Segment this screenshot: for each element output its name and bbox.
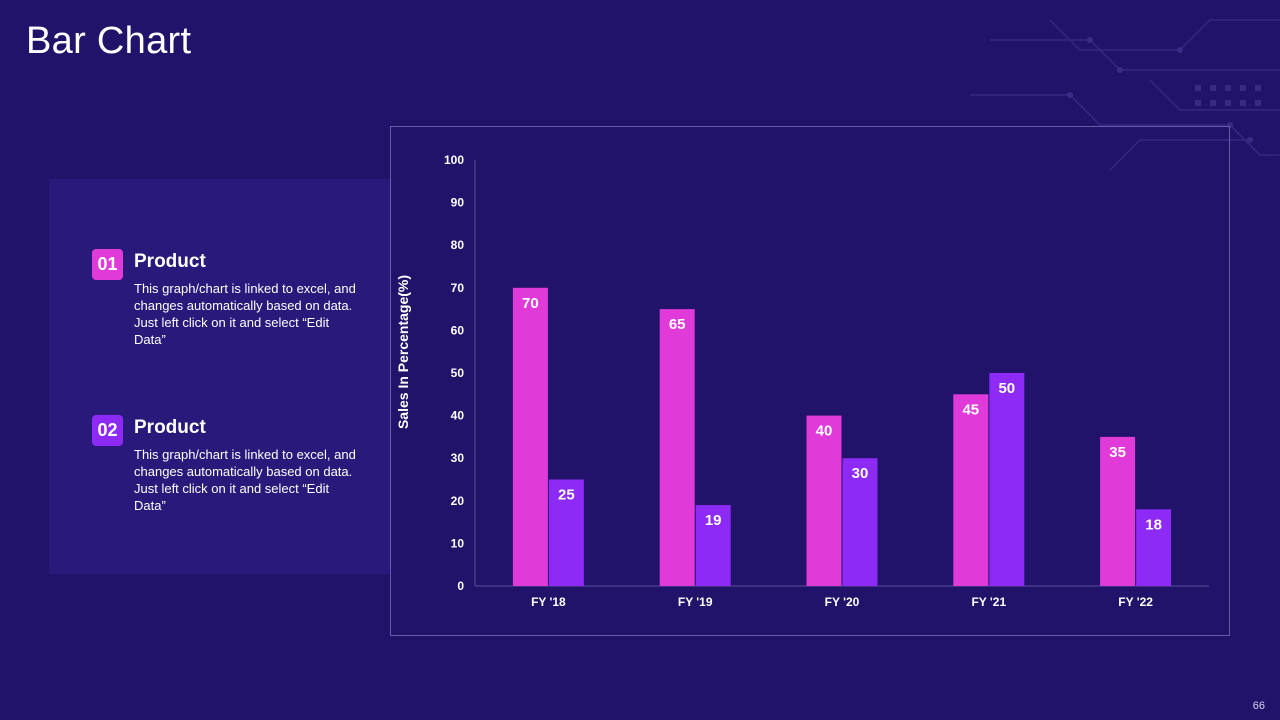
item-number-badge: 01: [92, 249, 123, 280]
side-panel: 01 Product This graph/chart is linked to…: [49, 179, 390, 574]
page-number: 66: [1252, 700, 1265, 712]
item-number-badge: 02: [92, 415, 123, 446]
bar: [1100, 436, 1136, 586]
item-description: This graph/chart is linked to excel, and…: [134, 281, 356, 347]
bar-value-label: 35: [1109, 444, 1126, 461]
bar-value-label: 50: [998, 380, 1015, 397]
y-tick-label: 10: [451, 536, 465, 550]
item-description: This graph/chart is linked to excel, and…: [134, 447, 356, 513]
y-tick-label: 90: [451, 196, 465, 210]
bar: [806, 415, 842, 586]
bar-value-label: 45: [962, 401, 979, 418]
x-tick-label: FY '21: [971, 595, 1006, 609]
bar-value-label: 65: [669, 316, 686, 333]
x-tick-label: FY '20: [825, 595, 860, 609]
y-tick-label: 60: [451, 323, 465, 337]
y-tick-label: 80: [451, 238, 465, 252]
y-axis-label: Sales In Percentage(%): [395, 275, 411, 429]
x-tick-label: FY '22: [1118, 595, 1153, 609]
y-tick-label: 100: [444, 153, 464, 167]
y-tick-label: 0: [457, 579, 464, 593]
bar-value-label: 40: [816, 423, 833, 440]
y-tick-label: 30: [451, 451, 465, 465]
y-tick-label: 50: [451, 366, 465, 380]
x-tick-label: FY '19: [678, 595, 713, 609]
bar-chart[interactable]: 0 10 20 30 40 50 60 70 80 90 100 Sales In Percentag…: [391, 127, 1229, 635]
bar-value-label: 19: [705, 512, 722, 529]
y-tick-label: 70: [451, 281, 465, 295]
bar: [695, 505, 731, 586]
slide-title: Bar Chart: [26, 20, 192, 62]
bar: [659, 309, 695, 586]
y-tick-label: 20: [451, 494, 465, 508]
item-title: Product: [134, 417, 206, 438]
bar-chart-frame: 0 10 20 30 40 50 60 70 80 90 100 Sales In Percentag…: [390, 126, 1230, 636]
bar: [953, 394, 989, 586]
bar: [548, 479, 584, 586]
bar: [842, 458, 878, 586]
y-tick-label: 40: [451, 409, 465, 423]
bar: [512, 287, 548, 586]
bar-value-label: 70: [522, 295, 539, 312]
bar-value-label: 18: [1145, 516, 1162, 533]
bar: [989, 373, 1025, 586]
item-title: Product: [134, 251, 206, 272]
x-tick-label: FY '18: [531, 595, 566, 609]
bar-value-label: 30: [852, 465, 869, 482]
bar: [1136, 509, 1172, 586]
bar-value-label: 25: [558, 487, 575, 504]
